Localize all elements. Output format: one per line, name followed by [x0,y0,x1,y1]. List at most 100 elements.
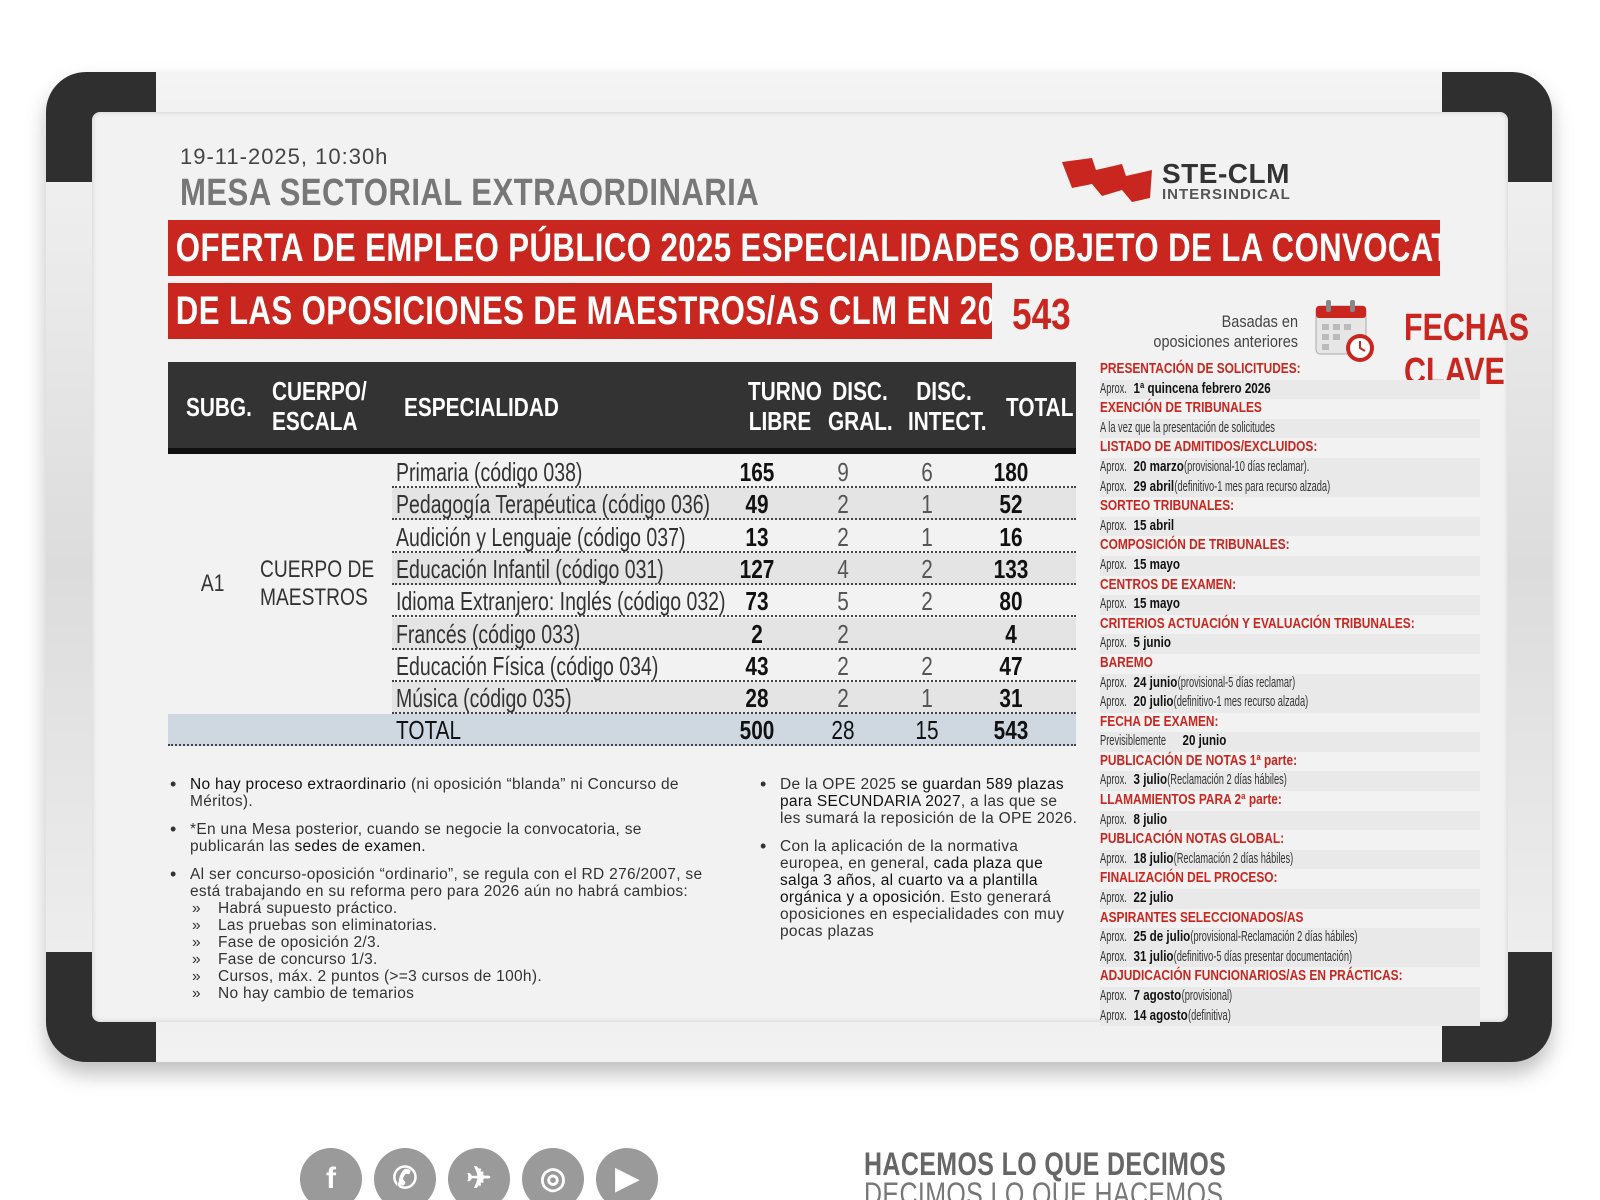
note-item: Al ser concurso-oposición “ordinario”, s… [168,866,718,1002]
th-especialidad: ESPECIALIDAD [404,392,559,422]
th-turno-libre: TURNO LIBRE [748,376,822,436]
youtube-icon[interactable]: ▶ [596,1148,658,1200]
table-row: Audición y Lenguaje (código 037) 13 2 1 16 [392,521,1076,553]
ste-clm-logo: STE-CLM INTERSINDICAL [1062,158,1302,204]
key-date-text: Aprox. 20 julio (definitivo-1 mes recurs… [1100,693,1342,713]
key-date-line: Aprox. 18 julio (Reclamación 2 días hábi… [1100,849,1480,870]
cuerpo-line2: MAESTROS [260,584,368,611]
key-date-line: Aprox. 15 mayo [1100,555,1480,576]
basadas-line2: oposiciones anteriores [1153,332,1298,351]
key-date-bold: 1ª quincena febrero 2026 [1133,380,1271,397]
twitter-icon[interactable]: ✈ [448,1148,510,1200]
notes-left: No hay proceso extraordinario (ni oposic… [168,776,718,1013]
th-cuerpo-l1: CUERPO/ [272,376,367,406]
whatsapp-icon[interactable]: ✆ [374,1148,436,1200]
key-date-pre: Aprox. [1100,890,1127,907]
key-date-text: Aprox. 3 julio (Reclamación 2 días hábil… [1100,771,1317,791]
cell-disc-intect: 2 [921,553,933,584]
slogan-line1: HACEMOS LO QUE DECIMOS [864,1146,1227,1182]
key-date-line: Aprox. 5 junio [1100,634,1480,654]
cell-disc-intect: 6 [921,457,933,487]
key-date-text: Aprox. 15 abril [1100,517,1174,537]
basadas-note: Basadas en oposiciones anteriores [1138,312,1298,352]
th-gral-l2: GRAL. [828,406,893,436]
key-date-bold: 20 julio [1133,694,1174,711]
th-cuerpo: CUERPO/ESCALA [272,376,367,436]
cell-disc-gral: 9 [837,457,849,487]
key-date-heading: CRITERIOS ACTUACIÓN Y EVALUACIÓN TRIBUNA… [1100,615,1415,632]
key-date-rest: (Reclamación 2 días hábiles) [1167,772,1287,789]
key-date-heading: FINALIZACIÓN DEL PROCESO: [1100,870,1278,887]
logo-mark-icon [1062,158,1152,202]
note-sublist: Habrá supuesto práctico.Las pruebas son … [190,900,718,1002]
key-date-rest: (provisional-5 días reclamar) [1177,674,1295,691]
key-date-line: Aprox. 24 junio (provisional-5 días recl… [1100,673,1480,694]
logo-name: STE-CLM [1162,158,1290,189]
th-cuerpo-l2: ESCALA [272,406,358,436]
th-gral-l1: DISC. [832,376,888,406]
key-date-bold: 18 julio [1133,850,1174,867]
cell-total: 16 [999,521,1023,552]
note-text: De la OPE 2025 [780,776,901,793]
key-date-bold: 15 mayo [1133,596,1180,613]
cell-turno-libre: 73 [745,586,769,617]
key-date-line: Aprox. 31 julio (definitivo-5 días prese… [1100,947,1480,968]
slogan-line2: DECIMOS LO QUE HACEMOS [864,1176,1224,1200]
note-text: . Esto generará oposiciones en especiali… [780,889,1065,940]
key-date-pre: Aprox. [1100,478,1127,495]
table-header: SUBG. CUERPO/ESCALA ESPECIALIDAD TURNO LI… [168,362,1076,454]
key-date-bold: 20 marzo [1133,458,1184,475]
key-date-pre: Aprox. [1100,772,1127,789]
key-date-rest: (definitivo-5 días presentar documentaci… [1173,948,1352,965]
key-date-pre: Aprox. [1100,850,1127,867]
cell-disc-gral: 2 [837,618,849,649]
key-date-rest: (provisional-10 días reclamar). [1183,458,1310,475]
cell-especialidad: Pedagogía Terapéutica (código 036) [396,489,711,520]
key-date-pre: Aprox. [1100,929,1127,946]
total-plazas: 543 [1012,290,1071,339]
cell-turno-libre: 2 [751,618,763,649]
instagram-icon[interactable]: ◎ [522,1148,584,1200]
key-date-bold: 20 junio [1182,733,1227,750]
key-date-bold: 22 julio [1133,890,1174,907]
key-date-heading: SORTEO TRIBUNALES: [1100,498,1235,515]
cuerpo-line1: CUERPO DE [260,556,375,583]
key-date-bold: 15 mayo [1133,556,1180,573]
key-date-text: Aprox. 15 mayo [1100,595,1180,615]
cell-especialidad: Educación Infantil (código 031) [396,553,664,584]
key-date-text: Aprox. 7 agosto (provisional) [1100,987,1244,1007]
sublist-item: Fase de concurso 1/3. [190,951,718,968]
meeting-title: MESA SECTORIAL EXTRAORDINARIA [180,172,760,214]
cell-disc-intect: 1 [921,521,933,552]
cell-especialidad: Primaria (código 038) [396,457,583,487]
key-date-line: A la vez que la presentación de solicitu… [1100,418,1480,439]
cell-turno-libre: 165 [739,457,775,487]
key-date-line: Aprox. 3 julio (Reclamación 2 días hábil… [1100,771,1480,792]
key-date-pre: Aprox. [1100,694,1127,711]
key-date-bold: 24 junio [1133,674,1178,691]
key-date-text: Aprox. 22 julio [1100,889,1174,909]
key-date-line: Aprox. 14 agosto (definitiva) [1100,1006,1480,1027]
key-date-heading: COMPOSICIÓN DE TRIBUNALES: [1100,537,1290,554]
facebook-icon[interactable]: f [300,1148,362,1200]
key-date-rest: (definitivo-1 mes recurso alzada) [1173,694,1309,711]
note-item: Con la aplicación de la normativa europe… [758,838,1078,940]
cell-especialidad: Educación Física (código 034) [396,650,659,681]
key-date-line: Aprox. 7 agosto (provisional) [1100,987,1480,1007]
key-date-heading: ADJUDICACIÓN FUNCIONARIOS/AS EN PRÁCTICA… [1100,968,1403,985]
cell-disc-gral: 2 [837,650,849,681]
cell-turno-libre: 43 [745,650,769,681]
key-date-pre: Aprox. [1100,596,1127,613]
total-label: TOTAL [396,715,462,745]
key-date-bold: 8 julio [1133,811,1168,828]
key-date-text: Aprox. 1ª quincena febrero 2026 [1100,380,1271,400]
th-turno-l2: LIBRE [748,406,812,436]
cell-turno-libre: 127 [739,553,775,584]
th-intect-l1: DISC. [916,376,972,406]
banner-text: OFERTA DE EMPLEO PÚBLICO 2025 ESPECIALID… [175,226,1440,270]
th-disc-intect: DISC. INTECT. [908,376,987,436]
key-date-pre: Aprox. [1100,988,1127,1004]
key-date-rest: (definitivo-1 mes para recurso alzada) [1174,478,1330,495]
key-date-pre: Aprox. [1100,674,1127,691]
key-date-line: Aprox. 22 julio [1100,889,1480,909]
